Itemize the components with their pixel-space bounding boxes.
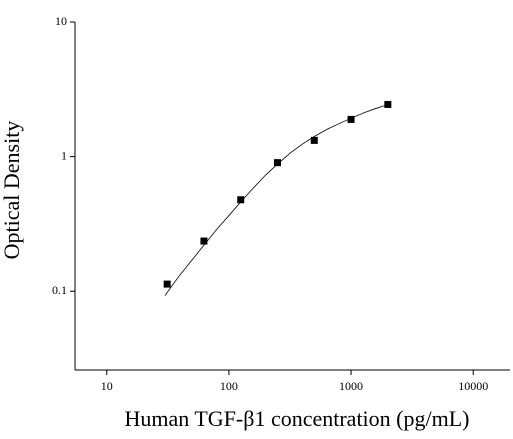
y-axis-title: Optical Density xyxy=(0,121,24,260)
x-tick-label: 1000 xyxy=(339,379,363,393)
x-tick-label: 100 xyxy=(220,379,238,393)
fit-curve xyxy=(164,104,388,296)
point xyxy=(274,159,282,167)
point xyxy=(237,196,245,204)
point xyxy=(163,280,171,288)
x-axis-title: Human TGF-β1 concentration (pg/mL) xyxy=(125,406,470,431)
point xyxy=(347,115,355,123)
x-tick-label: 10 xyxy=(101,379,113,393)
x-tick-label: 10000 xyxy=(458,379,488,393)
point xyxy=(310,136,318,144)
y-tick-label: 1 xyxy=(61,148,67,162)
point xyxy=(200,237,208,245)
y-tick-label: 0.1 xyxy=(52,283,67,297)
point xyxy=(384,100,392,108)
y-tick-label: 10 xyxy=(55,14,67,28)
